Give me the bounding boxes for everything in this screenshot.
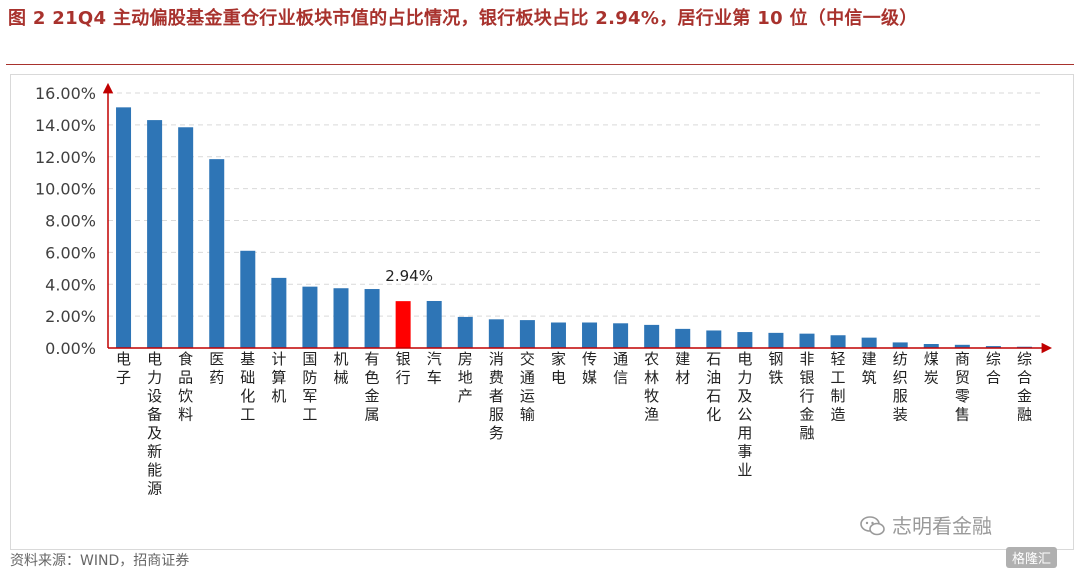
x-category-label: 汽车 xyxy=(427,350,442,387)
y-tick-label: 0.00% xyxy=(45,339,96,358)
x-category-label: 医药 xyxy=(209,350,224,387)
y-tick-label: 14.00% xyxy=(35,116,96,135)
x-category-label: 石油石化 xyxy=(706,350,721,424)
y-tick-label: 4.00% xyxy=(45,275,96,294)
x-category-label: 传媒 xyxy=(582,350,597,387)
annotations: 2.94% xyxy=(385,267,433,285)
bar-9 xyxy=(364,289,380,348)
x-category-label: 非银行金融 xyxy=(799,350,814,442)
bar-7 xyxy=(302,286,318,348)
x-category-label: 国防军工 xyxy=(302,350,317,424)
bar-12 xyxy=(457,316,473,348)
x-category-label: 有色金属 xyxy=(365,350,380,424)
bar-22 xyxy=(768,332,784,348)
wechat-icon xyxy=(860,516,885,536)
bar-17 xyxy=(613,323,629,348)
x-category-label: 建材 xyxy=(675,350,690,387)
x-category-label: 基础化工 xyxy=(240,350,255,424)
bar-27 xyxy=(923,344,939,348)
y-tick-label: 6.00% xyxy=(45,243,96,262)
x-category-label: 家电 xyxy=(551,350,566,387)
watermark: 志明看金融 xyxy=(860,510,992,539)
x-category-label: 农林牧渔 xyxy=(644,350,659,424)
x-category-label: 机械 xyxy=(333,350,348,387)
x-category-label: 电力设备及新能源 xyxy=(147,350,162,498)
bar-16 xyxy=(582,322,598,348)
bar-29 xyxy=(985,346,1001,348)
bar-21 xyxy=(737,332,753,348)
bar-14 xyxy=(519,320,535,348)
bar-23 xyxy=(799,333,815,348)
x-category-label: 电子 xyxy=(116,350,131,387)
bar-11 xyxy=(426,300,442,348)
y-axis-tick-labels: 0.00% 2.00% 4.00% 6.00% 8.00% 10.00% 12.00% 14.… xyxy=(35,84,96,358)
bar-6 xyxy=(271,277,287,348)
bar-3 xyxy=(178,127,194,348)
bar-4 xyxy=(209,159,225,348)
bar-5 xyxy=(240,250,256,348)
x-category-label: 轻工制造 xyxy=(831,350,846,424)
source-note: 资料来源：WIND，招商证券 xyxy=(10,553,190,569)
y-tick-label: 8.00% xyxy=(45,212,96,231)
bar-18 xyxy=(644,324,660,348)
x-category-label: 食品饮料 xyxy=(178,350,193,424)
x-category-label: 消费者服务 xyxy=(489,350,504,442)
gridlines xyxy=(108,92,1040,317)
bar-20 xyxy=(706,330,722,348)
x-category-label: 煤炭 xyxy=(924,350,939,387)
bar-28 xyxy=(954,344,970,348)
x-category-label: 钢铁 xyxy=(768,350,783,387)
figure-title: 图 2 21Q4 主动偏股基金重仓行业板块市值的占比情况，银行板块占比 2.94… xyxy=(8,8,918,29)
x-category-label: 计算机 xyxy=(271,350,286,405)
highlight-data-label: 2.94% xyxy=(385,267,433,285)
x-category-label: 商贸零售 xyxy=(955,350,970,424)
y-tick-label: 16.00% xyxy=(35,84,96,103)
x-category-label: 通信 xyxy=(613,350,628,387)
bars xyxy=(116,107,1032,348)
x-category-label: 纺织服装 xyxy=(893,350,908,424)
x-category-label: 房地产 xyxy=(458,350,473,405)
bar-25 xyxy=(861,337,877,348)
bar-26 xyxy=(892,342,908,348)
x-category-label: 建筑 xyxy=(862,350,877,387)
bar-8 xyxy=(333,288,349,348)
bar-2 xyxy=(147,120,163,348)
bar-24 xyxy=(830,335,846,348)
chart-frame xyxy=(10,74,1074,550)
x-category-label: 交通运输 xyxy=(520,350,535,424)
x-category-label: 电力及公用事业 xyxy=(737,350,752,479)
x-category-label: 银行 xyxy=(396,350,411,387)
y-tick-label: 2.00% xyxy=(45,307,96,326)
bar-10 xyxy=(395,301,411,348)
x-category-label: 综合金融 xyxy=(1017,350,1032,424)
y-tick-label: 12.00% xyxy=(35,148,96,167)
watermark-text: 志明看金融 xyxy=(892,514,992,538)
source-badge: 格隆汇 xyxy=(1006,547,1058,568)
bar-13 xyxy=(488,319,504,348)
axes xyxy=(102,82,1053,354)
bar-19 xyxy=(675,328,691,348)
title-divider xyxy=(6,64,1074,65)
bar-1 xyxy=(116,107,132,348)
x-category-label: 综合 xyxy=(986,350,1001,387)
bar-15 xyxy=(550,322,566,348)
y-tick-label: 10.00% xyxy=(35,180,96,199)
